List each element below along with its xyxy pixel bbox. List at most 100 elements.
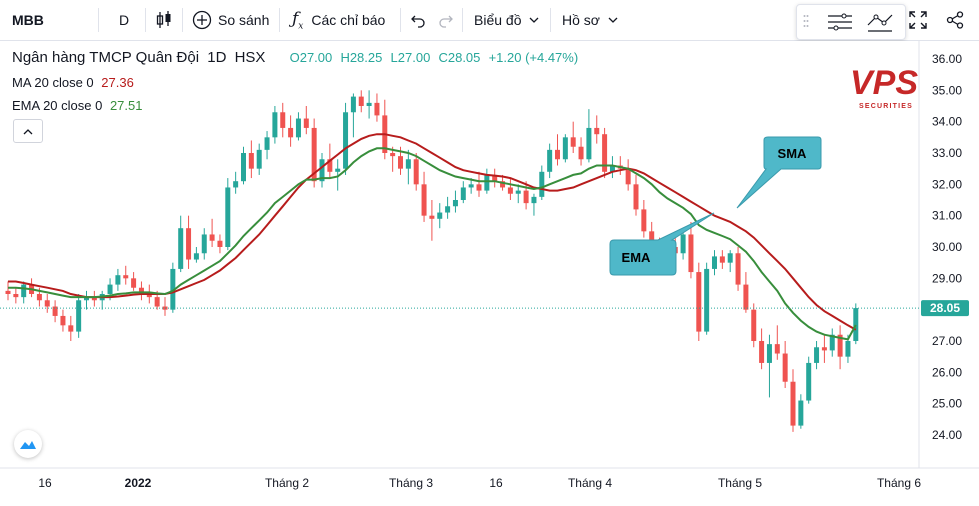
function-icon: ƒx (292, 8, 304, 32)
candle-body (539, 171, 545, 197)
chart-type-button[interactable]: Biểu đồ (474, 0, 539, 40)
chart-type-label: Biểu đồ (474, 12, 522, 28)
legend-ma[interactable]: MA 20 close 0 27.36 (12, 75, 134, 90)
candle-body (343, 112, 349, 169)
profile-label: Hồ sơ (562, 12, 600, 28)
price-tick-label: 26.00 (932, 365, 962, 379)
candle-body (609, 165, 615, 172)
candle (209, 218, 215, 247)
drag-handle-icon[interactable] (803, 14, 809, 30)
indicators-button[interactable]: ƒx Các chỉ báo (292, 0, 385, 40)
candle-body (146, 294, 152, 298)
candle (594, 115, 600, 144)
price-tick-label: 31.00 (932, 209, 962, 223)
price-tick-label: 27.00 (932, 334, 962, 348)
candle (476, 171, 482, 197)
drawing-toolbar (796, 4, 906, 40)
toolbar-divider (462, 8, 463, 32)
candle-body (712, 256, 717, 269)
fullscreen-icon (909, 11, 927, 29)
candle-body (256, 149, 262, 169)
chevron-down-icon (608, 17, 618, 23)
redo-button[interactable] (438, 0, 454, 40)
candle-body (806, 362, 812, 401)
candle (837, 325, 843, 370)
candle (60, 309, 66, 332)
trend-line-icon[interactable] (867, 11, 893, 33)
horizontal-lines-icon[interactable] (827, 12, 853, 32)
chart-canvas[interactable]: 24.0025.0026.0027.0028.0029.0030.0031.00… (0, 41, 979, 501)
time-tick-label: Tháng 3 (389, 476, 433, 490)
logo-text: VPS (850, 64, 918, 102)
candle-body (154, 297, 160, 307)
sma-line (8, 133, 857, 331)
candle-body (476, 184, 482, 191)
candle-body (445, 206, 451, 213)
candle (688, 221, 694, 279)
candle-body (311, 127, 317, 182)
candle-body (853, 308, 859, 341)
price-tick-label: 32.00 (932, 177, 962, 191)
ema-line (8, 147, 857, 341)
candle-body (460, 187, 466, 200)
candle-body (248, 153, 254, 169)
candle (138, 281, 144, 301)
interval-button[interactable]: D (119, 0, 129, 40)
legend-interval: 1D (207, 49, 227, 66)
price-tick-label: 34.00 (932, 115, 962, 129)
time-axis[interactable]: 16 2022 Tháng 2 Tháng 3 16 Tháng 4 Tháng 5 Thán… (38, 476, 921, 490)
candle-body (335, 168, 341, 172)
candle (91, 290, 97, 307)
candle-body (523, 190, 529, 204)
tradingview-logo-button[interactable] (14, 430, 42, 458)
candle-body (225, 187, 231, 247)
candle (343, 102, 349, 175)
candles-style-button[interactable] (155, 0, 173, 40)
candle (829, 328, 835, 357)
candle (335, 159, 341, 191)
undo-button[interactable] (410, 0, 426, 40)
candle-body (374, 102, 380, 116)
candle (68, 315, 74, 341)
price-tick-label: 24.00 (932, 428, 962, 442)
candle (217, 234, 223, 254)
legend-collapse-button[interactable] (13, 119, 43, 143)
candle-body (602, 134, 608, 172)
candle-body (84, 297, 89, 301)
candle (421, 171, 427, 222)
undo-icon (411, 15, 425, 28)
profile-button[interactable]: Hồ sơ (562, 0, 618, 40)
price-tick-label: 36.00 (932, 52, 962, 66)
candle-body (13, 294, 19, 298)
candle (84, 290, 89, 310)
symbol-search-button[interactable]: MBB (12, 0, 44, 40)
candle (562, 134, 568, 163)
candle (21, 281, 27, 304)
candle-body (500, 181, 506, 188)
candle (507, 178, 513, 200)
candle (704, 262, 710, 335)
time-tick-label: 16 (489, 476, 503, 490)
candle (52, 300, 58, 323)
candle-body (555, 149, 560, 160)
candle (288, 115, 294, 147)
legend-low: L27.00 (390, 50, 431, 65)
candle (751, 303, 757, 348)
compare-button[interactable]: So sánh (192, 0, 269, 40)
time-tick-label: Tháng 2 (265, 476, 309, 490)
fullscreen-button[interactable] (909, 0, 927, 40)
legend-open: O27.00 (289, 50, 333, 65)
candle-body (586, 127, 592, 160)
candle (76, 294, 82, 338)
candle-body (264, 137, 270, 150)
legend-ema[interactable]: EMA 20 close 0 27.51 (12, 98, 143, 113)
price-chart[interactable]: 24.0025.0026.0027.0028.0029.0030.0031.00… (0, 41, 979, 501)
time-tick-label: Tháng 6 (877, 476, 921, 490)
last-price-label: 28.05 (921, 300, 969, 317)
candle-body (727, 253, 733, 263)
candle-body (107, 284, 113, 294)
candle-body (390, 153, 396, 157)
candle-body (468, 184, 474, 188)
toolbar-divider (279, 8, 280, 32)
share-button[interactable] (946, 0, 964, 40)
